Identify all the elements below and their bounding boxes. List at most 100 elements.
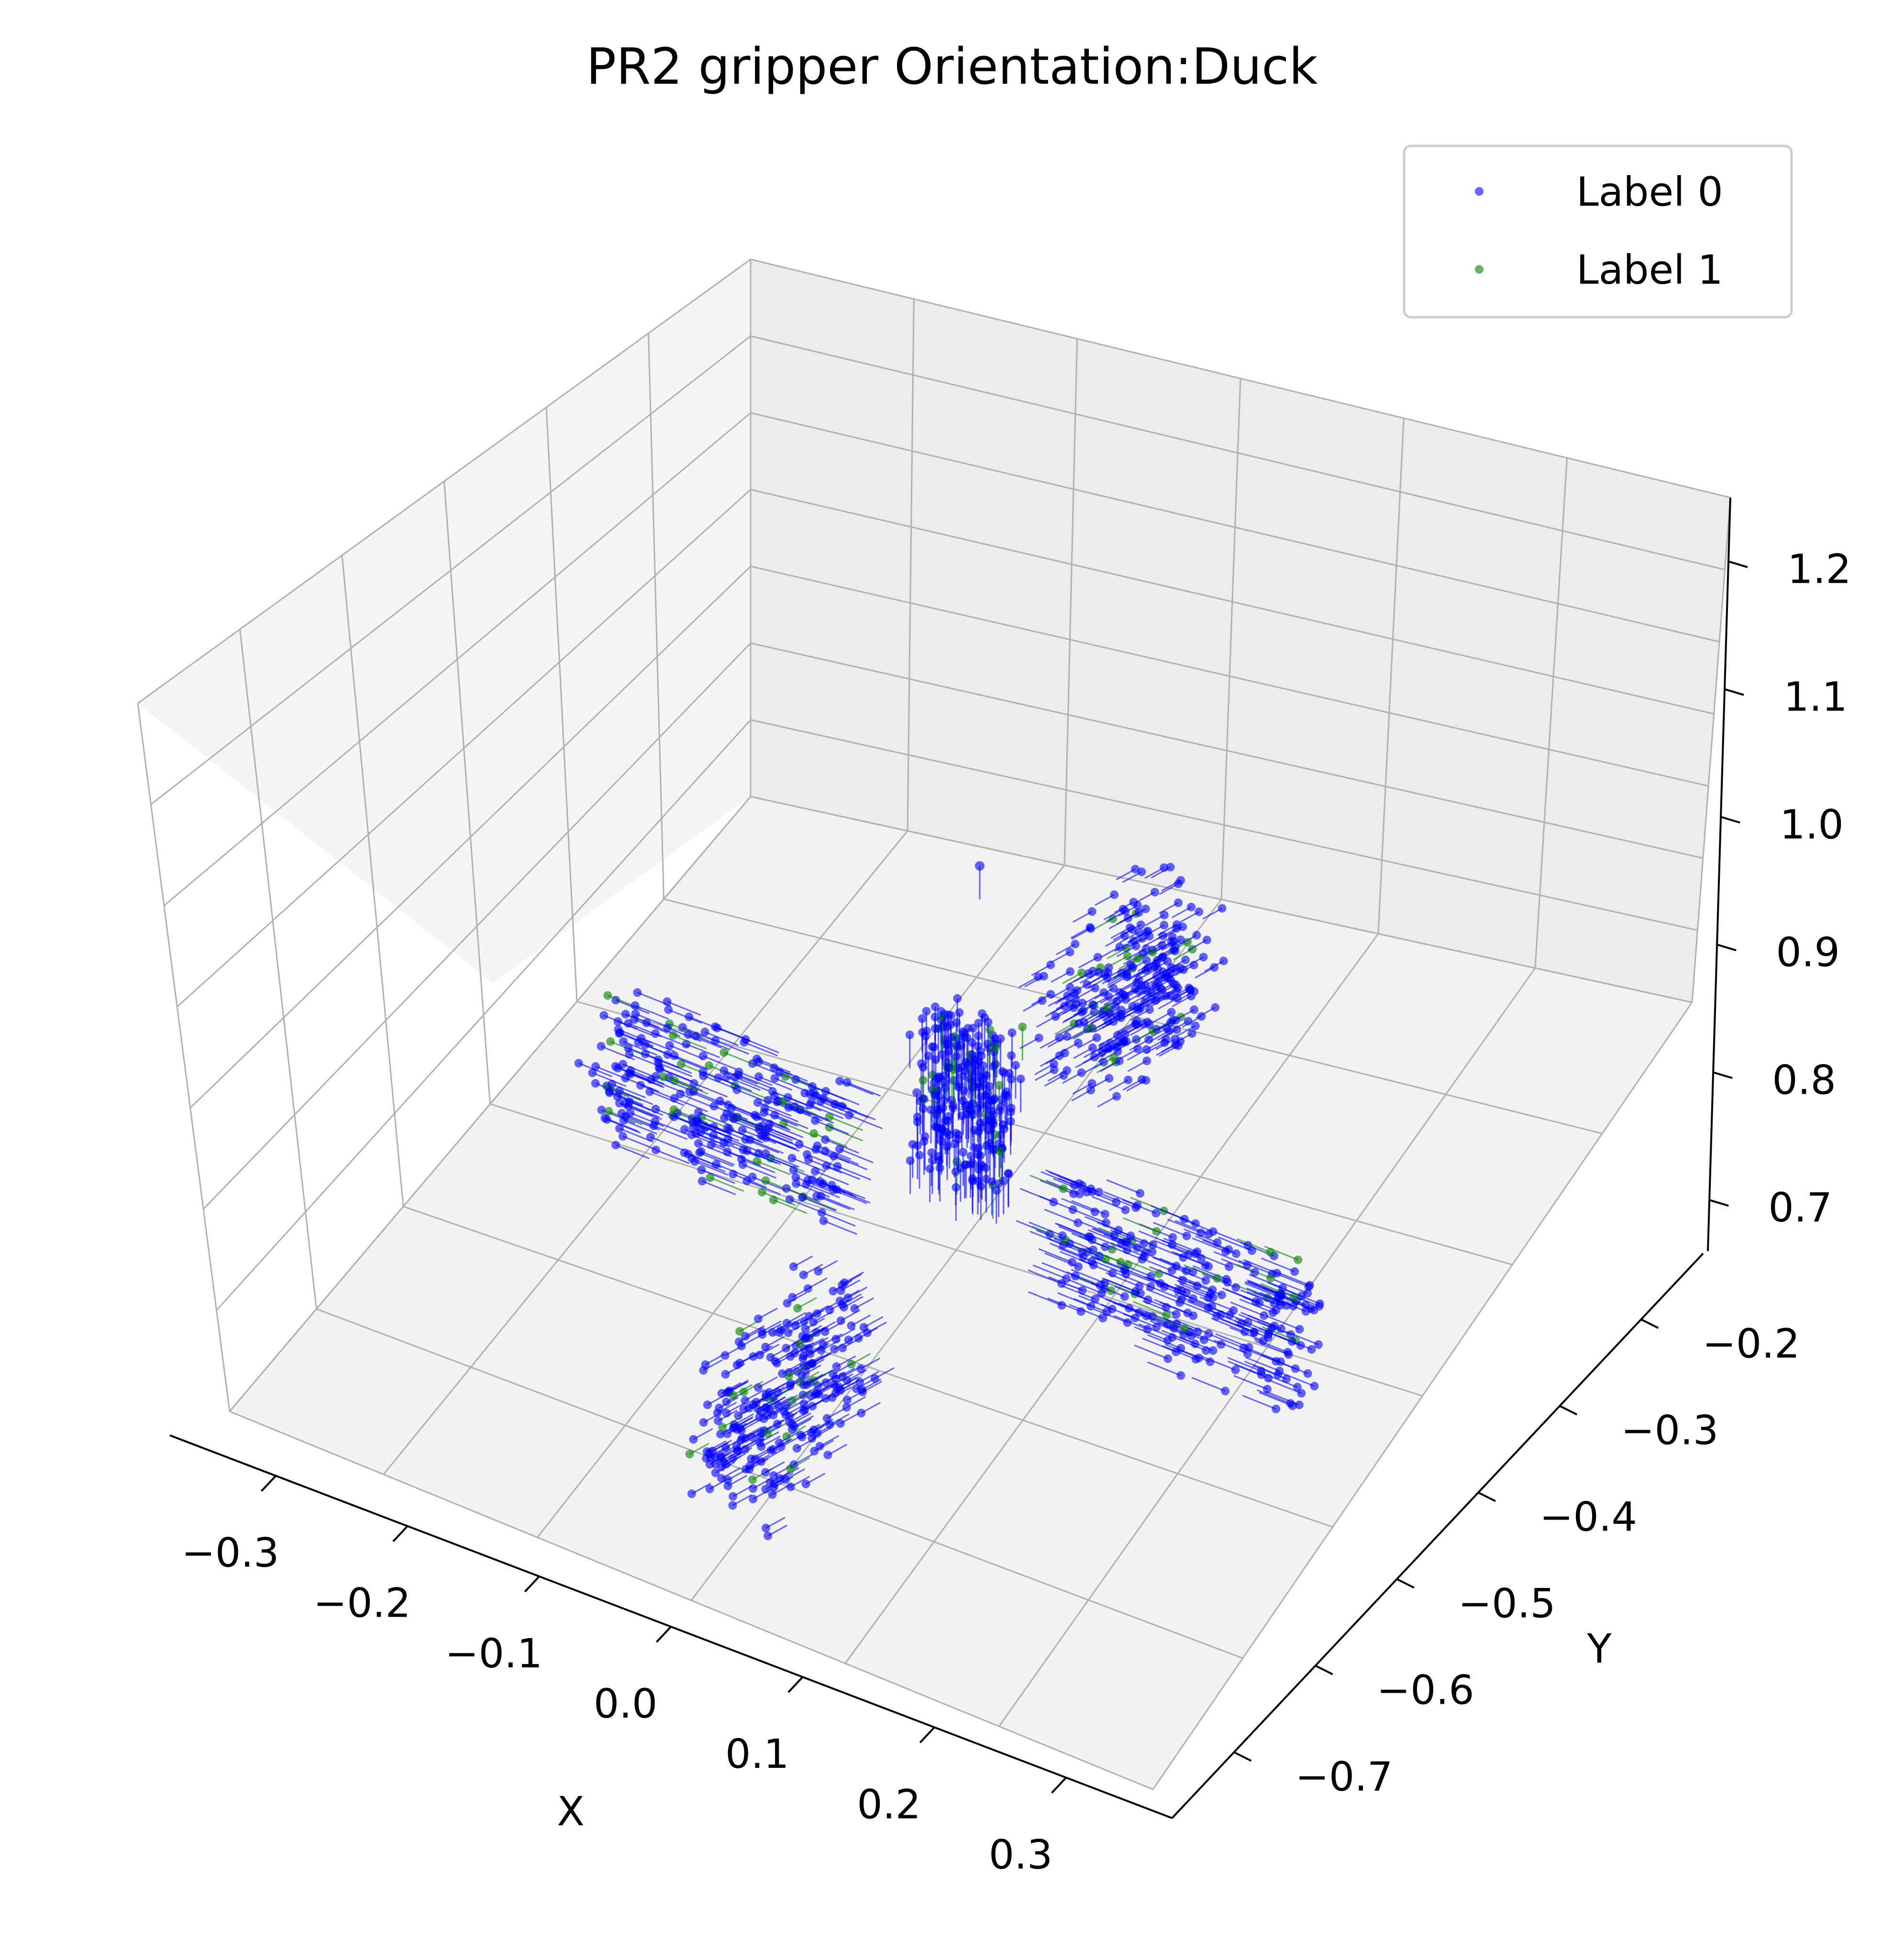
orientation-arrow (1041, 1171, 1075, 1186)
point-label-0 (787, 1419, 797, 1428)
point-label-0 (1034, 1033, 1043, 1043)
x-tick (524, 1576, 540, 1593)
orientation-arrow (1178, 1292, 1212, 1307)
point-label-0 (1172, 986, 1181, 995)
orientation-arrow (1267, 1379, 1302, 1394)
orientation-arrow (691, 1157, 726, 1173)
point-label-0 (715, 1097, 724, 1106)
point-label-0 (1314, 1340, 1323, 1349)
orientation-arrow (774, 1114, 808, 1130)
orientation-arrow (750, 1139, 784, 1154)
orientation-arrow (703, 1055, 737, 1070)
point-label-0 (1088, 1043, 1097, 1052)
orientation-arrow (663, 1076, 697, 1091)
orientation-arrow (806, 1183, 840, 1198)
orientation-arrow (711, 1144, 745, 1159)
point-label-0 (1136, 1189, 1145, 1198)
point-label-0 (856, 1364, 865, 1373)
orientation-arrow (1242, 1395, 1276, 1410)
point-label-0 (799, 1270, 808, 1279)
point-label-0 (1124, 1076, 1133, 1085)
point-label-0 (1131, 1203, 1140, 1212)
point-label-0 (1120, 1292, 1129, 1301)
point-label-0 (701, 1360, 710, 1369)
orientation-arrow (1280, 1296, 1315, 1311)
point-label-0 (975, 1083, 984, 1092)
point-label-0 (1087, 907, 1096, 916)
point-label-0 (741, 1332, 750, 1341)
point-label-0 (1150, 888, 1159, 897)
point-label-0 (1063, 1032, 1072, 1041)
point-label-0 (1137, 867, 1146, 877)
orientation-arrow (635, 1013, 669, 1028)
orientation-arrow (628, 1047, 662, 1062)
point-label-0 (1211, 1003, 1220, 1012)
orientation-arrow (1247, 1347, 1281, 1363)
gridline (137, 258, 1731, 704)
point-label-1 (705, 1061, 714, 1070)
point-label-0 (773, 1420, 782, 1429)
point-label-0 (1278, 1283, 1287, 1292)
point-label-0 (745, 1135, 754, 1144)
orientation-arrow (1227, 1357, 1262, 1372)
orientation-arrow (1044, 1209, 1078, 1224)
orientation-arrow (701, 1169, 735, 1184)
point-label-0 (769, 1483, 778, 1492)
point-label-0 (624, 1101, 633, 1110)
orientation-arrow (1225, 1288, 1260, 1304)
point-label-0 (647, 1075, 656, 1084)
point-label-0 (1191, 1249, 1200, 1258)
point-label-0 (1073, 986, 1082, 995)
point-label-0 (1304, 1282, 1313, 1291)
point-label-0 (1176, 1371, 1185, 1380)
point-label-0 (693, 1115, 702, 1124)
point-label-0 (1264, 1330, 1273, 1339)
y-tick (1478, 1491, 1496, 1502)
point-label-0 (996, 1103, 1005, 1112)
orientation-arrow (764, 1132, 799, 1147)
point-label-0 (829, 1369, 838, 1378)
orientation-arrow (1108, 1245, 1143, 1260)
orientation-arrow (809, 1104, 844, 1119)
point-label-0 (1243, 1261, 1252, 1270)
orientation-arrow (1038, 1248, 1073, 1263)
gridline (907, 299, 915, 831)
point-label-0 (1196, 1228, 1206, 1237)
point-label-0 (791, 1173, 800, 1182)
legend-label-1: Label 1 (1576, 246, 1723, 293)
point-label-0 (633, 988, 642, 997)
point-label-0 (917, 1059, 926, 1068)
orientation-arrow (1092, 1196, 1126, 1211)
orientation-arrow (1252, 1291, 1287, 1306)
point-label-1 (1180, 1324, 1189, 1333)
point-label-0 (709, 1101, 719, 1110)
orientation-arrow (788, 1107, 823, 1122)
point-label-0 (716, 1430, 725, 1439)
point-label-0 (808, 1175, 817, 1184)
orientation-arrow (1117, 1272, 1151, 1287)
point-label-1 (735, 1327, 744, 1336)
orientation-arrow (655, 1032, 689, 1048)
point-label-0 (1138, 1254, 1147, 1264)
point-label-0 (1078, 1286, 1087, 1295)
orientation-arrow (660, 1068, 694, 1083)
point-label-0 (714, 1416, 723, 1425)
point-label-0 (1187, 1332, 1196, 1341)
orientation-arrow (813, 1132, 848, 1148)
orientation-arrow (1261, 1257, 1295, 1273)
point-label-0 (1172, 1310, 1181, 1319)
y-tick (1640, 1318, 1659, 1329)
legend-box (1403, 144, 1793, 319)
point-label-0 (1168, 932, 1177, 942)
orientation-arrow (1065, 1242, 1100, 1257)
orientation-arrow (1230, 1301, 1264, 1317)
point-label-0 (953, 994, 962, 1003)
point-label-0 (985, 1116, 994, 1125)
point-label-0 (1083, 980, 1092, 989)
point-label-0 (974, 1019, 983, 1028)
orientation-arrow (680, 1093, 714, 1108)
point-label-1 (1123, 952, 1132, 961)
orientation-arrow (658, 1062, 693, 1077)
point-label-0 (1173, 994, 1182, 1003)
point-label-0 (976, 1160, 985, 1169)
